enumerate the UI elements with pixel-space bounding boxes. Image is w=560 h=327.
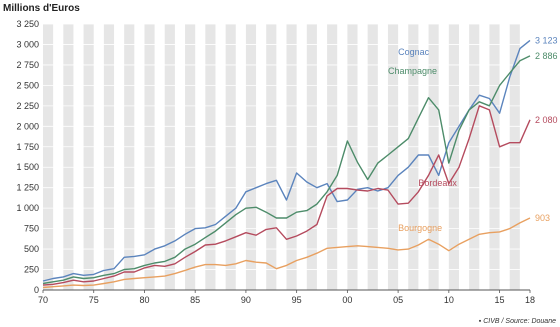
series-end-value-bordeaux: 2 080 [535, 115, 558, 125]
y-tick-label: 0 [34, 285, 39, 295]
series-line-champagne [42, 55, 531, 285]
series-end-value-cognac: 3 123 [535, 35, 558, 45]
grid-band [489, 24, 500, 290]
grid-bands [43, 24, 530, 290]
y-tick-label: 500 [24, 244, 39, 254]
series-end-value-champagne: 2 886 [535, 51, 558, 61]
series-end-value-bourgogne: 903 [535, 213, 550, 223]
x-tick-label: 10 [444, 295, 454, 305]
y-tick-label: 250 [24, 265, 39, 275]
y-tick-label: 2 500 [16, 80, 39, 90]
series-line-cognac [42, 39, 531, 282]
x-tick-label: 95 [292, 295, 302, 305]
y-tick-label: 3 250 [16, 19, 39, 29]
grid-band [185, 24, 196, 290]
source-note: ▪ CIVB / Source: Douane [479, 318, 556, 325]
grid-band [306, 24, 317, 290]
grid-band [509, 24, 520, 290]
grid-band [327, 24, 338, 290]
grid-band [448, 24, 459, 290]
x-tick-label: 75 [89, 295, 99, 305]
grid-band [367, 24, 378, 290]
y-axis-ticks: 0 250 500 750 1 000 1 250 1 500 1 750 2 000 2 250… [16, 19, 39, 295]
x-tick-label: 05 [393, 295, 403, 305]
x-tick-label: 18 [525, 295, 535, 305]
y-tick-label: 1 000 [16, 203, 39, 213]
series-name-bourgogne: Bourgogne [398, 223, 442, 233]
grid-band [286, 24, 297, 290]
grid-band [164, 24, 175, 290]
grid-band [43, 24, 54, 290]
grid-band [124, 24, 135, 290]
y-axis-unit-label: Millions d'Euros [3, 3, 80, 14]
y-tick-label: 3 000 [16, 39, 39, 49]
grid-band [469, 24, 480, 290]
grid-band [144, 24, 155, 290]
grid-band [245, 24, 257, 290]
grid-band [428, 24, 439, 290]
series-name-bordeaux: Bordeaux [418, 178, 457, 188]
series-line-bourgogne [42, 217, 531, 289]
x-tick-label: 15 [495, 295, 505, 305]
x-tick-label: 70 [38, 295, 48, 305]
y-tick-label: 2 750 [16, 60, 39, 70]
x-tick-label: 90 [241, 295, 251, 305]
y-tick-label: 2 250 [16, 101, 39, 111]
grid-band [408, 24, 419, 290]
grid-band [83, 24, 94, 290]
y-tick-label: 750 [24, 224, 39, 234]
grid-band [205, 24, 216, 290]
series-line-bordeaux [42, 105, 531, 286]
series-name-champagne: Champagne [388, 66, 437, 76]
series-name-cognac: Cognac [398, 47, 430, 57]
x-tick-label: 85 [190, 295, 200, 305]
series-labels: Cognac 3 123 Champagne 2 886 Bordeaux 2 080 Bo… [388, 35, 558, 233]
grid-band [103, 24, 115, 290]
grid-band [225, 24, 236, 290]
y-tick-label: 1 750 [16, 142, 39, 152]
grid-band [347, 24, 358, 290]
grid-band [387, 24, 399, 290]
x-axis-ticks: 70 75 80 85 90 95 00 05 10 15 18 [38, 290, 535, 305]
y-tick-label: 1 250 [16, 183, 39, 193]
y-tick-label: 2 000 [16, 121, 39, 131]
horizontal-gridlines [43, 23, 530, 291]
grid-band [63, 24, 74, 290]
series-lines [42, 39, 531, 289]
y-tick-label: 1 500 [16, 162, 39, 172]
grid-band [266, 24, 277, 290]
x-tick-label: 00 [342, 295, 352, 305]
x-tick-label: 80 [139, 295, 149, 305]
